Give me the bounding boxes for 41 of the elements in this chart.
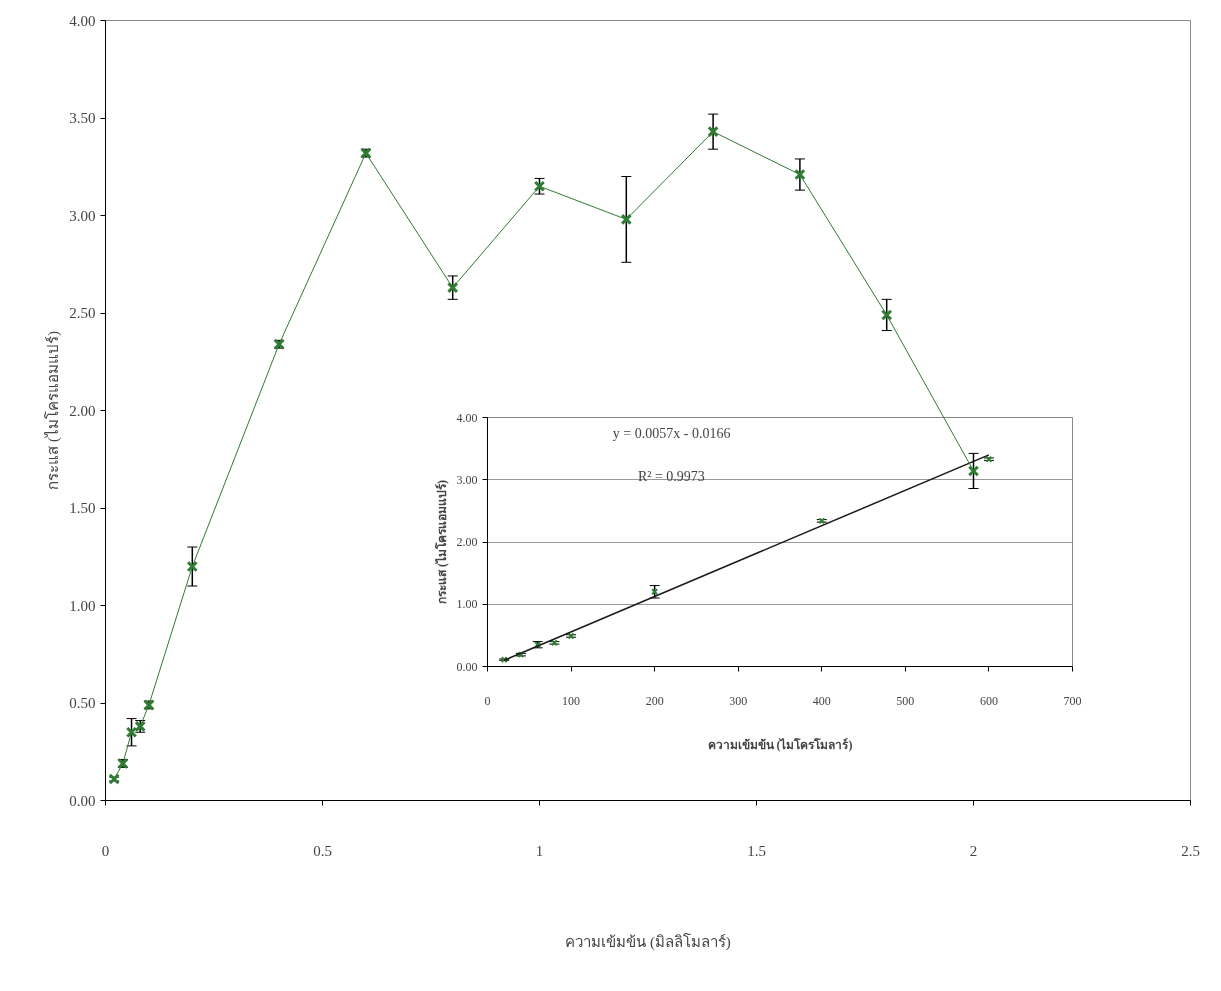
y-tick-label: 3.00 [69,207,96,224]
point [446,281,459,294]
x-tick-label: 2.5 [1181,842,1200,859]
point [794,168,806,181]
y-tick-label: 2.00 [69,402,96,419]
x-axis-title: ความเข้มข้น (มิลลิโมลาร์) [565,932,731,951]
y-tick-label: 3.00 [456,472,478,487]
y-tick-label: 2.50 [69,305,96,321]
y-tick-label: 0.00 [456,659,478,674]
y-axis-title: กระแส (ไมโครแอมแปร์) [44,331,63,490]
x-tick-label: 0.5 [313,842,332,859]
point [186,560,199,573]
y-tick-label: 0.50 [69,695,96,711]
x-tick-label: 200 [645,693,664,708]
x-tick-label: 600 [979,693,998,708]
point [707,125,719,138]
x-tick-label: 1 [535,842,544,859]
x-axis-title: ความเข้มข้น (ไมโครโมลาร์) [707,736,853,752]
y-tick-label: 1.50 [69,500,96,516]
y-tick-label: 1.00 [456,597,478,612]
x-tick-label: 300 [729,693,748,708]
x-tick-label: 2 [969,842,978,859]
y-tick-label: 4.00 [456,410,478,425]
x-tick-label: 400 [812,693,831,708]
y-tick-label: 4.00 [69,12,96,29]
x-tick-label: 0 [101,842,110,859]
y-tick-label: 1.00 [69,597,96,614]
y-axis-title: กระแส (ไมโครแอมแปร์) [433,480,449,604]
x-tick-label: 700 [1063,693,1082,708]
y-tick-label: 3.50 [69,110,96,126]
annotation: y = 0.0057x - 0.0166 [612,425,731,441]
point [880,309,893,321]
point [125,726,138,738]
x-tick-label: 500 [896,693,915,708]
x-tick-label: 1.5 [747,842,766,859]
x-tick-label: 100 [562,693,581,708]
y-tick-label: 0.00 [69,792,96,809]
annotation: R² = 0.9973 [637,469,705,485]
point [620,213,633,226]
y-tick-label: 2.00 [456,535,478,549]
x-tick-label: 0 [484,693,491,708]
